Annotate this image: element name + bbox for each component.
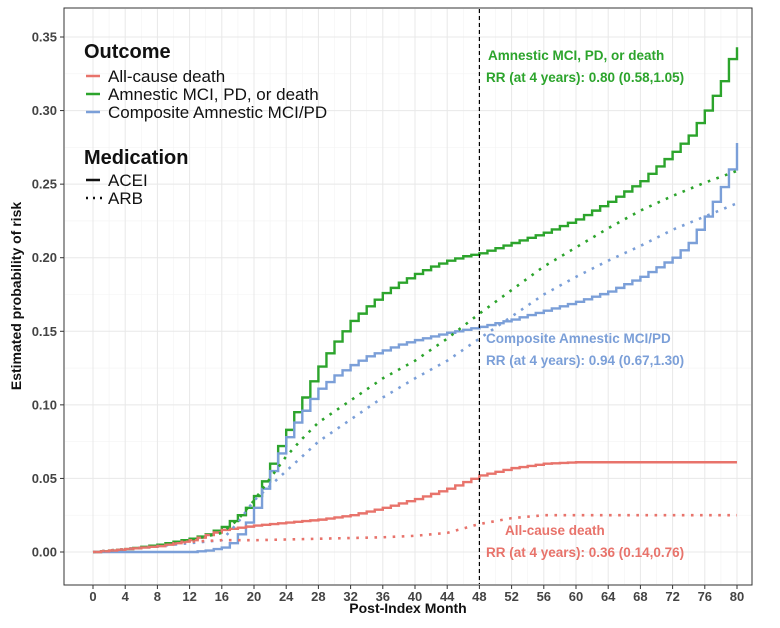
x-tick-label: 0 — [89, 589, 96, 604]
legend-item-composite: Composite Amnestic MCI/PD — [108, 103, 327, 122]
x-axis-label: Post-Index Month — [349, 600, 466, 616]
legend-item-arb: ARB — [108, 189, 143, 208]
annotation-amnestic-title: Amnestic MCI, PD, or death — [488, 48, 664, 63]
annotation-composite-rr: RR (at 4 years): 0.94 (0.67,1.30) — [486, 353, 684, 368]
x-tick-label: 80 — [730, 589, 744, 604]
x-tick-label: 44 — [440, 589, 455, 604]
annotation-death-rr: RR (at 4 years): 0.36 (0.14,0.76) — [486, 545, 684, 560]
y-tick-label: 0.15 — [32, 324, 57, 339]
legend-item-amnestic: Amnestic MCI, PD, or death — [108, 85, 319, 104]
y-tick-label: 0.10 — [32, 397, 57, 412]
x-tick-label: 32 — [343, 589, 357, 604]
x-tick-label: 48 — [472, 589, 486, 604]
x-tick-label: 24 — [279, 589, 294, 604]
legend-medication-title: Medication — [84, 147, 188, 169]
series-line-composite-arb — [92, 202, 738, 554]
y-axis: 0.00 0.05 0.10 0.15 0.20 0.25 0.30 0.35 — [32, 30, 64, 560]
annotation-amnestic-rr: RR (at 4 years): 0.80 (0.58,1.05) — [486, 70, 684, 85]
y-tick-label: 0.00 — [32, 545, 57, 560]
x-tick-label: 40 — [408, 589, 422, 604]
plot-panel — [63, 7, 753, 586]
x-tick-label: 28 — [311, 589, 325, 604]
x-tick-label: 20 — [247, 589, 261, 604]
x-tick-label: 56 — [537, 589, 551, 604]
grid — [65, 9, 751, 584]
legend-item-death: All-cause death — [108, 67, 225, 86]
x-tick-label: 8 — [154, 589, 161, 604]
legend-item-acei: ACEI — [108, 171, 148, 190]
legend-outcome-title: Outcome — [84, 41, 171, 63]
y-tick-label: 0.05 — [32, 471, 57, 486]
x-tick-label: 16 — [215, 589, 229, 604]
series-line-composite-acei — [93, 142, 739, 554]
x-tick-label: 12 — [182, 589, 196, 604]
x-tick-label: 76 — [698, 589, 712, 604]
x-tick-label: 36 — [376, 589, 390, 604]
y-tick-label: 0.25 — [32, 177, 57, 192]
y-tick-label: 0.20 — [32, 250, 57, 265]
x-tick-label: 72 — [665, 589, 679, 604]
annotation-composite-title: Composite Amnestic MCI/PD — [486, 331, 671, 346]
annotations: Amnestic MCI, PD, or death RR (at 4 year… — [486, 48, 684, 560]
x-tick-label: 68 — [633, 589, 647, 604]
series-line-death-acei — [93, 461, 737, 554]
x-tick-label: 52 — [504, 589, 518, 604]
annotation-death-title: All-cause death — [505, 523, 605, 538]
x-tick-label: 64 — [601, 589, 616, 604]
legend: Outcome All-cause death Amnestic MCI, PD… — [84, 41, 327, 208]
y-tick-label: 0.30 — [32, 103, 57, 118]
y-tick-label: 0.35 — [32, 30, 57, 45]
series-line-death-arb — [92, 513, 737, 554]
series-lines — [92, 47, 739, 554]
series-line-amnestic-arb — [92, 169, 738, 554]
x-tick-label: 4 — [122, 589, 130, 604]
y-axis-label: Estimated probability of risk — [8, 202, 24, 390]
x-tick-label: 60 — [569, 589, 583, 604]
x-axis: 0 4 8 12 16 20 24 28 32 36 40 44 48 52 56 60 64 68 72 76 80 — [89, 585, 744, 604]
